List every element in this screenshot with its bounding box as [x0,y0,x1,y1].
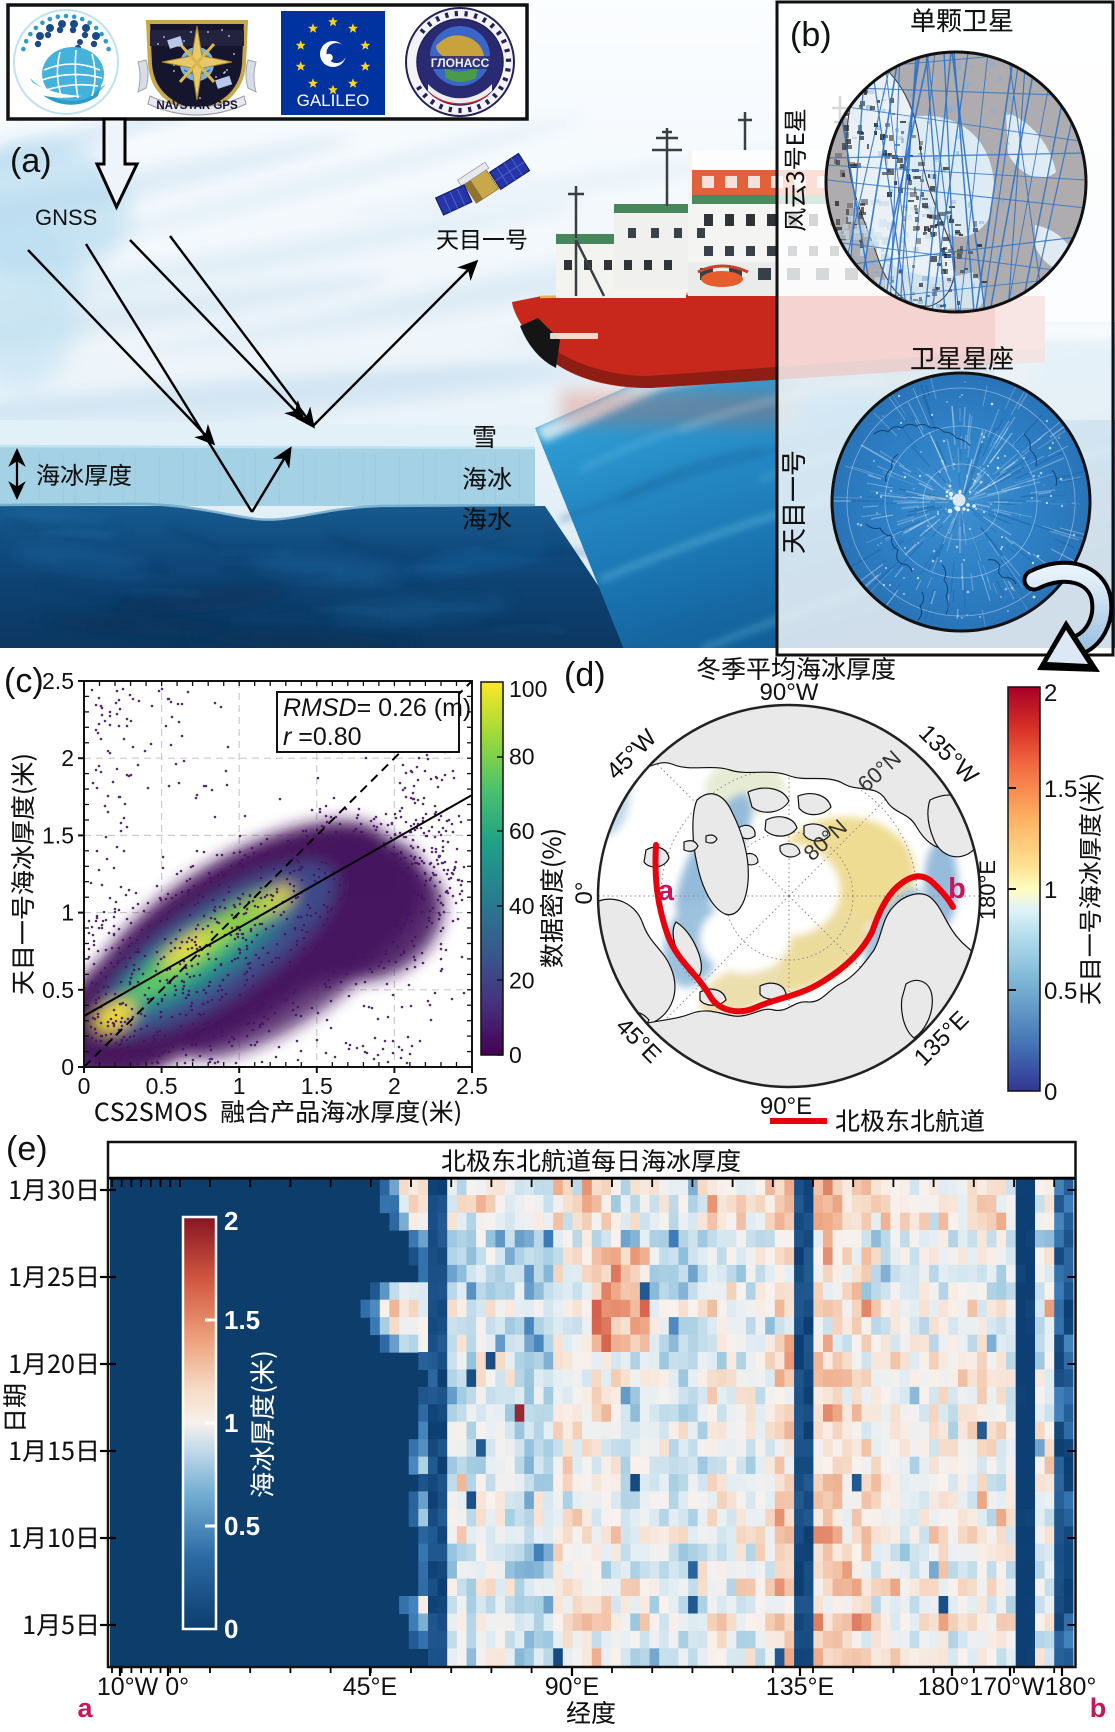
svg-text:20: 20 [509,967,535,993]
svg-text:(a): (a) [10,142,52,180]
svg-text:1: 1 [233,1073,246,1099]
svg-text:(d): (d) [564,656,606,694]
svg-text:90°E: 90°E [760,1093,812,1120]
svg-text:90°E: 90°E [545,1673,599,1701]
svg-text:ГЛОНАСС: ГЛОНАСС [431,56,490,70]
svg-text:100: 100 [509,676,547,702]
svg-text:0: 0 [1044,1079,1057,1106]
svg-text:60: 60 [509,818,535,844]
svg-text:GALILEO: GALILEO [297,91,370,110]
svg-text:1.5: 1.5 [1044,776,1077,803]
svg-text:0.5: 0.5 [146,1073,178,1099]
svg-text:1.5: 1.5 [224,1305,260,1335]
svg-text:GNSS: GNSS [35,205,97,230]
svg-text:1.5: 1.5 [42,822,74,848]
svg-text:1.5: 1.5 [301,1073,333,1099]
svg-text:40: 40 [509,893,535,919]
svg-text:0: 0 [78,1073,91,1099]
svg-text:90°W: 90°W [760,679,819,706]
svg-text:80: 80 [509,744,535,770]
svg-text:180°170°W180°: 180°170°W180° [918,1673,1097,1701]
svg-text:135°E: 135°E [766,1673,834,1701]
svg-text:NAVSTAR GPS: NAVSTAR GPS [156,100,238,112]
svg-text:2: 2 [1044,680,1057,707]
svg-text:0.5: 0.5 [1044,978,1077,1005]
svg-text:b: b [948,873,966,905]
svg-text:0.5: 0.5 [42,977,74,1003]
svg-text:0°: 0° [571,882,598,905]
svg-text:1: 1 [224,1408,238,1438]
svg-text:a: a [77,1693,93,1723]
svg-text:a: a [658,875,675,907]
svg-text:10°W 0°: 10°W 0° [97,1673,189,1701]
svg-text:0.5: 0.5 [224,1511,260,1541]
svg-text:(c): (c) [4,662,44,700]
svg-text:2.5: 2.5 [456,1073,488,1099]
svg-text:180°E: 180°E [975,860,1000,920]
svg-text:45°E: 45°E [343,1673,397,1701]
svg-text:2: 2 [224,1206,238,1236]
svg-text:1: 1 [1044,877,1057,904]
svg-text:2: 2 [61,745,74,771]
svg-text:b: b [1090,1693,1107,1723]
svg-text:(e): (e) [6,1130,48,1168]
svg-text:r =0.80: r =0.80 [283,723,362,751]
svg-text:0: 0 [224,1614,238,1644]
svg-text:2.5: 2.5 [42,668,74,694]
svg-text:RMSD= 0.26 (m): RMSD= 0.26 (m) [283,694,471,722]
svg-text:0: 0 [509,1042,522,1068]
svg-text:(b): (b) [790,16,832,54]
svg-text:0: 0 [61,1054,74,1080]
svg-text:1: 1 [61,900,74,926]
svg-text:2: 2 [388,1073,401,1099]
